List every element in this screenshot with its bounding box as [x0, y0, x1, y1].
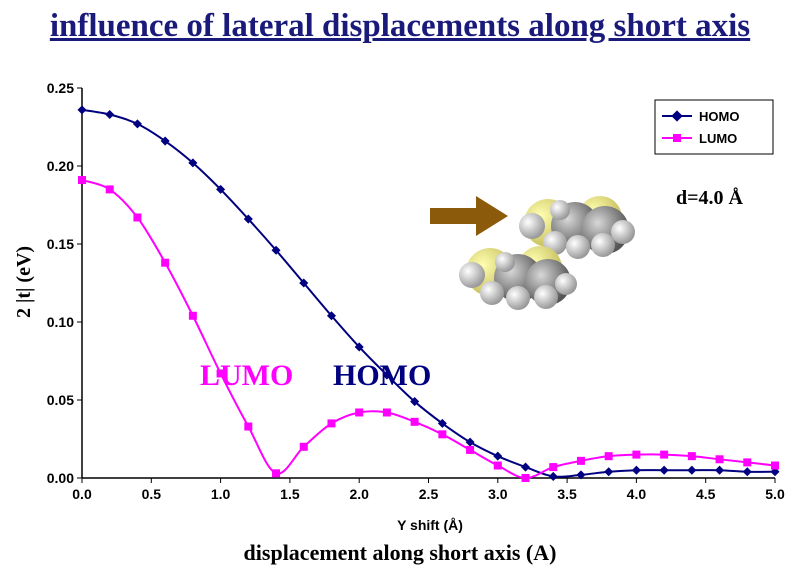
data-point-homo — [160, 136, 170, 146]
data-point-lumo — [549, 463, 558, 472]
y-tick-labels: 0.00 0.05 0.10 0.15 0.20 0.25 — [47, 80, 74, 486]
data-point-lumo — [438, 430, 447, 439]
lumo-annotation: LUMO — [200, 359, 293, 392]
legend-homo-label: HOMO — [699, 109, 739, 124]
y-tick-label: 0.00 — [47, 470, 74, 486]
data-point-lumo — [715, 455, 724, 464]
data-point-lumo — [216, 369, 225, 378]
x-tick-label: 2.5 — [419, 486, 439, 502]
x-tick-label: 3.0 — [488, 486, 508, 502]
data-point-lumo — [299, 442, 308, 451]
x-tick-label: 0.0 — [72, 486, 92, 502]
data-point-homo — [631, 465, 641, 475]
x-axis-title: Y shift (Å) — [397, 517, 463, 533]
series-line-lumo — [81, 179, 776, 480]
data-point-lumo — [78, 176, 86, 185]
data-point-lumo — [771, 461, 779, 470]
data-point-homo — [659, 465, 669, 475]
series-line-homo — [81, 108, 776, 478]
data-point-homo — [105, 109, 115, 120]
data-point-homo — [465, 437, 475, 447]
series-markers — [77, 105, 780, 482]
data-point-homo — [742, 467, 752, 477]
data-point-lumo — [244, 422, 253, 431]
x-tick-label: 2.0 — [349, 486, 369, 502]
data-point-lumo — [576, 456, 585, 465]
y-tick-label: 0.25 — [47, 80, 74, 96]
series-lines — [81, 108, 776, 480]
data-point-homo — [604, 467, 614, 477]
data-point-lumo — [493, 461, 502, 470]
data-point-lumo — [632, 450, 641, 459]
data-point-homo — [520, 462, 531, 472]
data-point-lumo — [410, 417, 419, 426]
y-tick-label: 0.05 — [47, 392, 74, 408]
data-point-lumo — [604, 452, 613, 461]
data-point-lumo — [466, 445, 475, 454]
chart: 0.00 0.05 0.10 0.15 0.20 0.25 0.0 0.5 1.0 1.5 2.0… — [13, 80, 785, 533]
data-point-homo — [188, 158, 198, 168]
y-tick-label: 0.20 — [47, 158, 74, 174]
x-tick-label: 0.5 — [142, 486, 162, 502]
data-point-homo — [687, 465, 697, 475]
shift-arrow-icon — [430, 196, 508, 236]
data-point-lumo — [133, 213, 142, 222]
data-point-lumo — [327, 419, 336, 428]
data-point-lumo — [105, 185, 114, 194]
data-point-lumo — [188, 311, 197, 320]
legend-lumo-label: LUMO — [699, 131, 737, 146]
x-tick-label: 5.0 — [765, 486, 785, 502]
legend-lumo-marker — [673, 134, 681, 142]
data-point-homo — [548, 471, 558, 481]
x-tick-label: 1.5 — [280, 486, 300, 502]
data-point-lumo — [521, 474, 530, 482]
x-tick-label: 4.5 — [696, 486, 716, 502]
data-point-lumo — [687, 452, 696, 461]
y-tick-label: 0.10 — [47, 314, 74, 330]
data-point-lumo — [382, 408, 391, 417]
data-point-lumo — [355, 408, 364, 417]
slide-title: influence of lateral displacements along… — [49, 8, 751, 44]
data-point-homo — [493, 451, 503, 461]
data-point-lumo — [272, 469, 281, 478]
data-point-lumo — [660, 450, 669, 459]
data-point-homo — [77, 105, 87, 115]
x-tick-label: 3.5 — [557, 486, 577, 502]
data-point-lumo — [161, 258, 170, 267]
molecule-dimer-icon — [459, 196, 635, 310]
legend: HOMO LUMO — [654, 99, 774, 155]
y-axis-title: 2 |t| (eV) — [13, 246, 35, 318]
y-tick-label: 0.15 — [47, 236, 74, 252]
x-tick-labels: 0.0 0.5 1.0 1.5 2.0 2.5 3.0 3.5 4.0 4.5 5.0 — [72, 486, 785, 502]
slide-caption: displacement along short axis (A) — [243, 540, 557, 565]
homo-annotation: HOMO — [333, 359, 431, 392]
data-point-lumo — [743, 458, 752, 467]
data-point-homo — [132, 119, 142, 129]
data-point-homo — [715, 465, 725, 475]
x-tick-label: 1.0 — [211, 486, 231, 502]
x-tick-label: 4.0 — [627, 486, 647, 502]
distance-annotation: d=4.0 Å — [676, 186, 744, 209]
chart-axes — [77, 87, 776, 483]
